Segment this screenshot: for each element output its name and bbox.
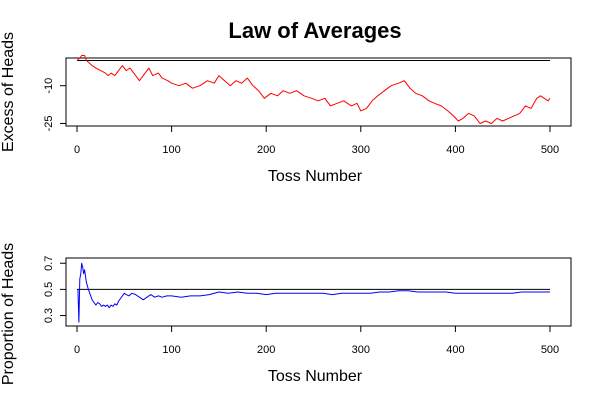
excess-y-axis: -25 -10 xyxy=(43,78,66,132)
excess-y-tick-label: -10 xyxy=(43,78,55,94)
excess-x-tick-label: 400 xyxy=(446,144,464,156)
proportion-heads-series-line xyxy=(77,262,550,323)
excess-x-tick-label: 200 xyxy=(257,144,275,156)
excess-x-tick-label: 0 xyxy=(74,144,80,156)
chart-title: Law of Averages xyxy=(228,18,401,43)
proportion-y-tick-label: 0.3 xyxy=(43,308,55,323)
proportion-x-tick-label: 500 xyxy=(541,344,559,356)
excess-y-tick-label: -25 xyxy=(43,116,55,132)
excess-plot-frame xyxy=(65,57,572,127)
proportion-heads-panel: 0 100 200 300 400 500 0.3 0.5 0.7 Toss Number P… xyxy=(0,243,572,385)
proportion-x-tick-label: 400 xyxy=(446,344,464,356)
excess-x-tick-label: 300 xyxy=(352,144,370,156)
excess-x-tick-label: 100 xyxy=(162,144,180,156)
proportion-x-tick-label: 300 xyxy=(352,344,370,356)
proportion-y-tick-label: 0.7 xyxy=(43,256,55,271)
excess-x-axis-title: Toss Number xyxy=(268,168,363,185)
proportion-x-axis-title: Toss Number xyxy=(268,368,363,385)
proportion-plot-frame xyxy=(65,257,572,327)
excess-y-axis-title: Excess of Heads xyxy=(0,32,17,152)
excess-x-tick-label: 500 xyxy=(541,144,559,156)
excess-heads-panel: 0 100 200 300 400 500 -25 -10 Toss Number Exce… xyxy=(0,32,572,185)
excess-heads-series-line xyxy=(76,55,551,124)
proportion-x-tick-label: 100 xyxy=(162,344,180,356)
proportion-x-tick-label: 200 xyxy=(257,344,275,356)
excess-x-axis: 0 100 200 300 400 500 xyxy=(74,126,559,156)
proportion-y-tick-label: 0.5 xyxy=(43,282,55,297)
proportion-x-axis: 0 100 200 300 400 500 xyxy=(74,326,559,356)
proportion-x-tick-label: 0 xyxy=(74,344,80,356)
proportion-y-axis: 0.3 0.5 0.7 xyxy=(43,256,66,323)
proportion-y-axis-title: Proportion of Heads xyxy=(0,243,17,385)
